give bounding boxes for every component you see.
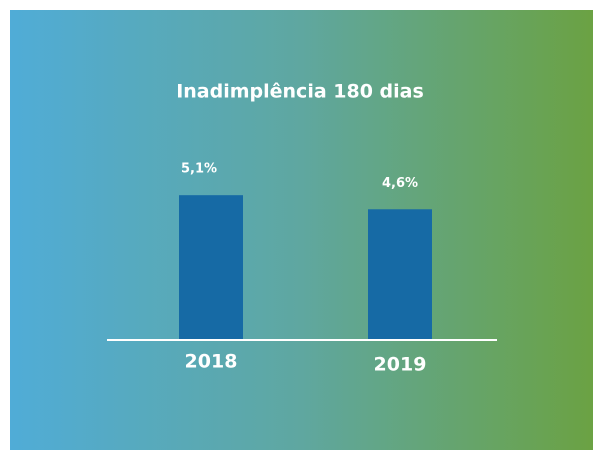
background xyxy=(10,10,593,450)
bar xyxy=(179,195,243,339)
value-label: 4,6% xyxy=(382,176,418,191)
x-tick-label: 2019 xyxy=(374,354,427,376)
value-label: 5,1% xyxy=(181,162,217,177)
bar xyxy=(368,209,432,339)
chart-title: Inadimplência 180 dias xyxy=(176,81,424,103)
x-tick-label: 2018 xyxy=(185,351,238,373)
